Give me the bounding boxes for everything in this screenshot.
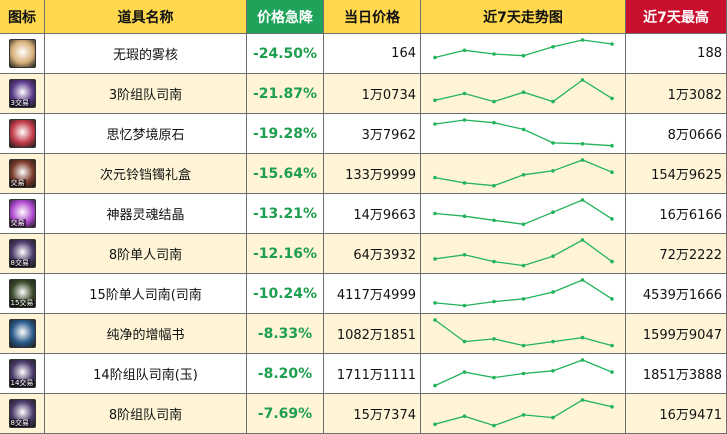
row-9-high: 16万9471: [626, 394, 727, 434]
row-9-drop: -7.69%: [247, 394, 324, 434]
row-6-trend-chart: [421, 274, 626, 314]
trade-badge: 8交易: [9, 259, 30, 267]
row-6-name: 15阶单人司南(司南: [45, 274, 247, 314]
row-3-name: 次元铃铛镯礼盒: [45, 154, 247, 194]
row-1-today: 1万0734: [324, 74, 421, 114]
row-6-today: 4117万4999: [324, 274, 421, 314]
header-trend: 近7天走势图: [421, 0, 626, 34]
row-9-trend-chart: [421, 394, 626, 434]
row-3-drop: -15.64%: [247, 154, 324, 194]
row-7-icon[interactable]: [0, 314, 45, 354]
row-6-high: 4539万1666: [626, 274, 727, 314]
row-4-drop: -13.21%: [247, 194, 324, 234]
item-icon[interactable]: 8交易: [8, 399, 36, 428]
row-5-today: 64万3932: [324, 234, 421, 274]
row-1-high: 1万3082: [626, 74, 727, 114]
header-drop: 价格急降: [247, 0, 324, 34]
row-9-icon[interactable]: 8交易: [0, 394, 45, 434]
trade-badge: 交易: [9, 179, 26, 187]
row-3-today: 133万9999: [324, 154, 421, 194]
row-6-icon[interactable]: 15交易: [0, 274, 45, 314]
row-8-name: 14阶组队司南(玉): [45, 354, 247, 394]
item-icon[interactable]: 14交易: [8, 359, 36, 388]
row-4-icon[interactable]: 交易: [0, 194, 45, 234]
row-5-icon[interactable]: 8交易: [0, 234, 45, 274]
row-2-name: 思忆梦境原石: [45, 114, 247, 154]
row-0-today: 164: [324, 34, 421, 74]
item-icon[interactable]: [8, 119, 36, 148]
row-6-drop: -10.24%: [247, 274, 324, 314]
row-4-high: 16万6166: [626, 194, 727, 234]
row-7-drop: -8.33%: [247, 314, 324, 354]
row-2-trend-chart: [421, 114, 626, 154]
row-4-name: 神器灵魂结晶: [45, 194, 247, 234]
item-icon[interactable]: 交易: [8, 159, 36, 188]
trade-badge: 3交易: [9, 99, 30, 107]
row-2-today: 3万7962: [324, 114, 421, 154]
row-3-trend-chart: [421, 154, 626, 194]
row-5-trend-chart: [421, 234, 626, 274]
row-0-name: 无瑕的雾核: [45, 34, 247, 74]
row-3-icon[interactable]: 交易: [0, 154, 45, 194]
row-2-high: 8万0666: [626, 114, 727, 154]
header-name: 道具名称: [45, 0, 247, 34]
trade-badge: 14交易: [9, 379, 35, 387]
row-4-today: 14万9663: [324, 194, 421, 234]
trade-badge: 8交易: [9, 419, 30, 427]
row-8-trend-chart: [421, 354, 626, 394]
header-high: 近7天最高: [626, 0, 727, 34]
row-8-drop: -8.20%: [247, 354, 324, 394]
row-5-drop: -12.16%: [247, 234, 324, 274]
item-icon[interactable]: [8, 319, 36, 348]
row-7-high: 1599万9047: [626, 314, 727, 354]
row-0-icon[interactable]: [0, 34, 45, 74]
row-0-trend-chart: [421, 34, 626, 74]
row-2-icon[interactable]: [0, 114, 45, 154]
header-icon: 图标: [0, 0, 45, 34]
row-7-name: 纯净的增幅书: [45, 314, 247, 354]
row-2-drop: -19.28%: [247, 114, 324, 154]
item-icon[interactable]: 3交易: [8, 79, 36, 108]
row-3-high: 154万9625: [626, 154, 727, 194]
row-4-trend-chart: [421, 194, 626, 234]
row-0-drop: -24.50%: [247, 34, 324, 74]
row-8-icon[interactable]: 14交易: [0, 354, 45, 394]
item-icon[interactable]: 8交易: [8, 239, 36, 268]
row-9-today: 15万7374: [324, 394, 421, 434]
row-1-trend-chart: [421, 74, 626, 114]
item-icon[interactable]: [8, 39, 36, 68]
row-8-today: 1711万1111: [324, 354, 421, 394]
header-today: 当日价格: [324, 0, 421, 34]
row-9-name: 8阶组队司南: [45, 394, 247, 434]
row-1-name: 3阶组队司南: [45, 74, 247, 114]
row-5-high: 72万2222: [626, 234, 727, 274]
row-7-today: 1082万1851: [324, 314, 421, 354]
item-icon[interactable]: 15交易: [8, 279, 36, 308]
trade-badge: 15交易: [9, 299, 35, 307]
row-1-drop: -21.87%: [247, 74, 324, 114]
item-icon[interactable]: 交易: [8, 199, 36, 228]
row-0-high: 188: [626, 34, 727, 74]
row-1-icon[interactable]: 3交易: [0, 74, 45, 114]
row-5-name: 8阶单人司南: [45, 234, 247, 274]
trade-badge: 交易: [9, 219, 26, 227]
row-7-trend-chart: [421, 314, 626, 354]
row-8-high: 1851万3888: [626, 354, 727, 394]
